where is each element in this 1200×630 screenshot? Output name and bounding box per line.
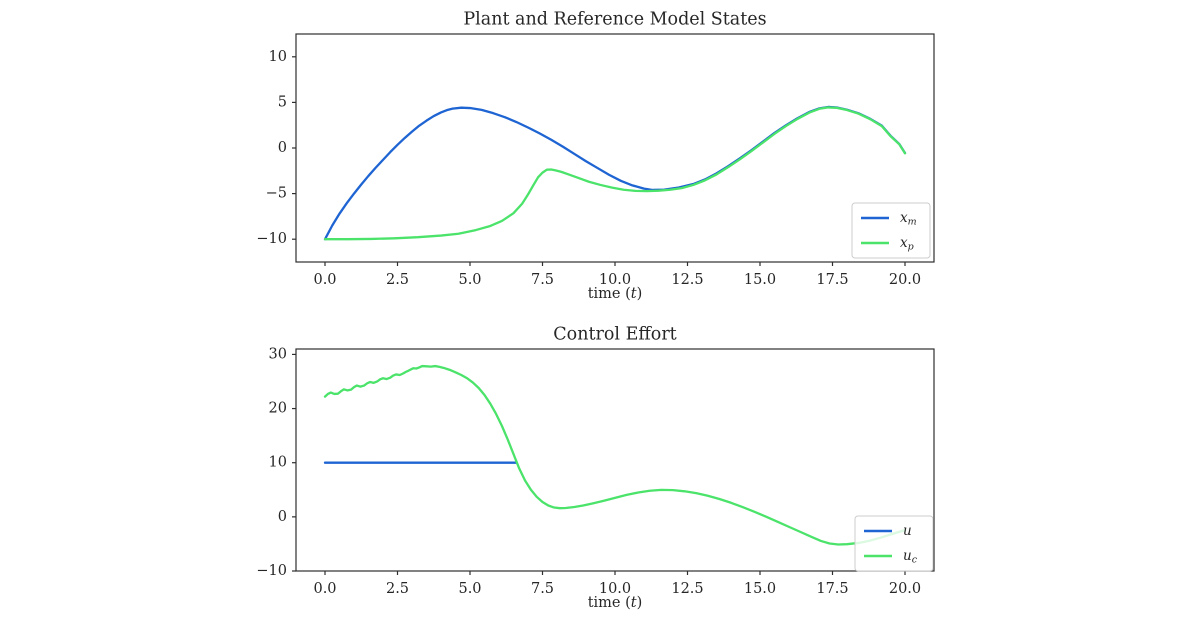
y-tick-label: −5: [266, 186, 287, 202]
x-tick-label: 12.5: [671, 272, 703, 288]
x-tick-label: 20.0: [889, 272, 921, 288]
x-tick-label: 0.0: [313, 581, 336, 597]
x-tick-label: 2.5: [386, 272, 409, 288]
x-tick-label: 10.0: [599, 581, 631, 597]
chart-title: Plant and Reference Model States: [463, 10, 766, 30]
y-tick-label: 5: [278, 94, 287, 110]
x-tick-label: 0.0: [313, 272, 336, 288]
x-tick-label: 5.0: [458, 581, 481, 597]
axes-box: [295, 348, 935, 572]
y-tick-label: 0: [278, 509, 287, 525]
legend-label-u: u: [903, 523, 912, 539]
x-tick-label: 12.5: [671, 581, 703, 597]
x-tick-label: 17.5: [816, 581, 848, 597]
x-tick-label: 15.0: [744, 272, 776, 288]
y-tick-label: 10: [269, 49, 287, 65]
legend-box: [854, 515, 934, 572]
series-line-x_p: [323, 106, 907, 241]
x-tick-label: 7.5: [531, 581, 554, 597]
y-tick-label: −10: [256, 563, 287, 579]
legend-label-x_p: xp: [900, 235, 914, 253]
legend-label-x_m: xm: [900, 210, 917, 228]
y-tick-label: 20: [269, 401, 287, 417]
y-tick-label: −10: [256, 231, 287, 247]
y-tick-label: 30: [269, 346, 287, 362]
x-tick-label: 7.5: [531, 272, 554, 288]
x-tick-label: 20.0: [889, 581, 921, 597]
x-axis-label: time (t): [588, 595, 643, 611]
chart-title: Control Effort: [553, 325, 676, 345]
x-axis-label: time (t): [588, 286, 643, 302]
y-tick-label: 10: [269, 455, 287, 471]
x-tick-label: 10.0: [599, 272, 631, 288]
legend-label-u_c: uc: [903, 548, 918, 566]
x-tick-label: 2.5: [386, 581, 409, 597]
series-line-u_c: [323, 364, 907, 546]
x-tick-label: 15.0: [744, 581, 776, 597]
x-tick-label: 5.0: [458, 272, 481, 288]
x-tick-label: 17.5: [816, 272, 848, 288]
y-tick-label: 0: [278, 140, 287, 156]
